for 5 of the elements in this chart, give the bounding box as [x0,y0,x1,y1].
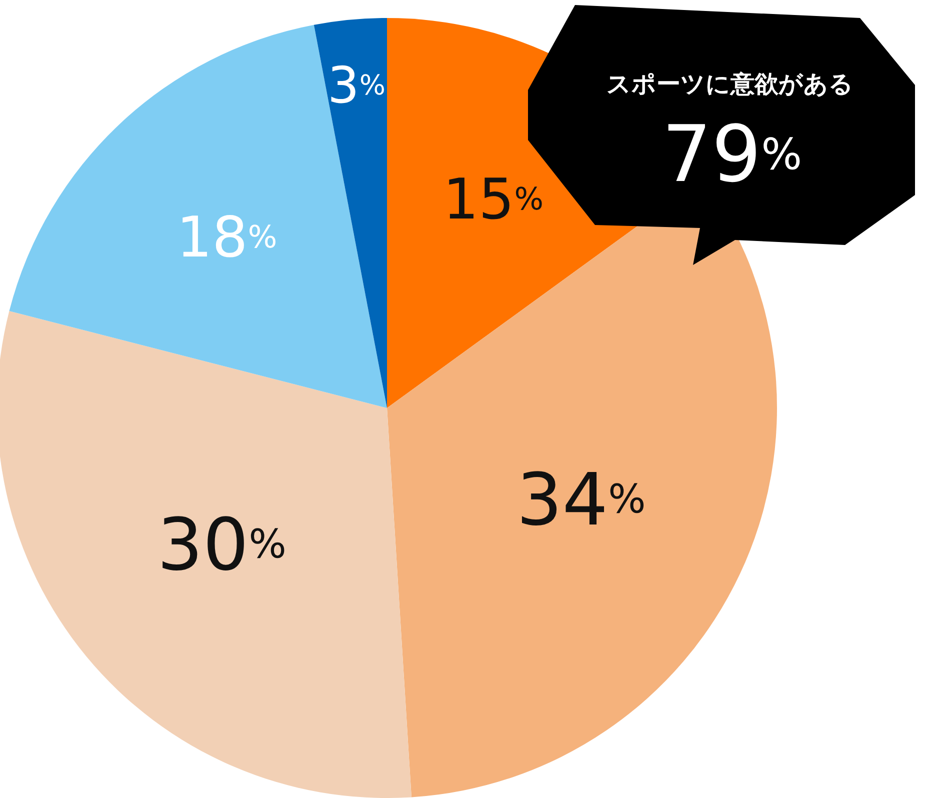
label: 3% [328,56,386,115]
label: 34% [516,457,646,542]
label: 79% [662,110,802,200]
label: 30% [157,502,286,587]
label: 18% [176,204,278,270]
